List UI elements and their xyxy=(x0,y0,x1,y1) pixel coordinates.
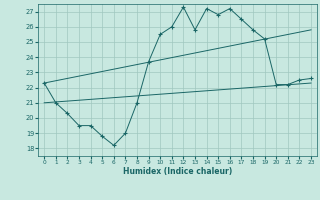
X-axis label: Humidex (Indice chaleur): Humidex (Indice chaleur) xyxy=(123,167,232,176)
